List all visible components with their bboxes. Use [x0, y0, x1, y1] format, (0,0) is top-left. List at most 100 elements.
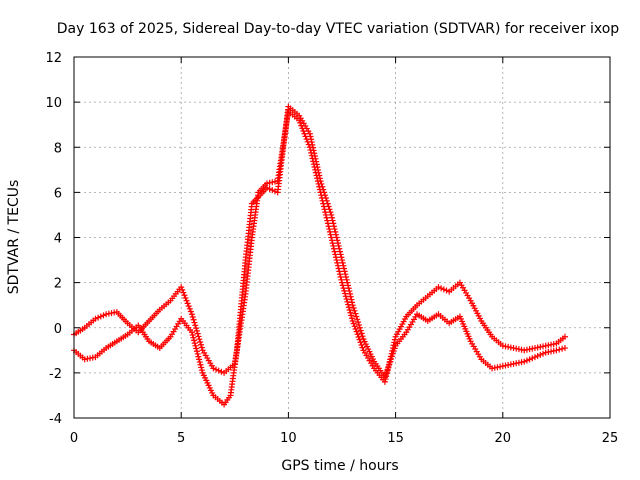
trace-marker [182, 294, 189, 301]
trace-marker [191, 337, 198, 344]
trace-marker [330, 242, 337, 249]
trace-marker [333, 257, 340, 264]
trace-marker [556, 346, 563, 353]
trace-marker [329, 217, 336, 224]
trace-marker [316, 172, 323, 179]
data-point [339, 257, 345, 264]
trace-marker [347, 290, 354, 297]
trace-marker [359, 333, 366, 340]
trace-marker [345, 304, 352, 311]
trace-marker [348, 315, 355, 322]
y-tick-label: 8 [54, 141, 62, 156]
data-point [178, 284, 185, 291]
trace-marker [345, 282, 352, 289]
trace-marker [338, 276, 345, 283]
data-point [306, 130, 313, 137]
trace-marker [308, 139, 315, 146]
trace-marker [343, 273, 350, 280]
data-point [328, 234, 335, 241]
trace-marker [190, 316, 197, 323]
trace-marker [215, 367, 222, 374]
data-point [317, 178, 324, 185]
trace-marker [189, 313, 196, 320]
trace-marker [316, 175, 323, 182]
trace-marker [315, 166, 322, 173]
data-point [381, 374, 388, 381]
trace-marker [95, 314, 102, 321]
trace-marker [355, 319, 362, 326]
trace-marker [183, 297, 190, 304]
grid-lines [74, 57, 610, 418]
trace-marker [346, 288, 353, 295]
trace-marker [526, 356, 533, 363]
trace-marker [193, 348, 200, 355]
y-tick-label: 2 [54, 277, 62, 292]
trace-marker [314, 164, 321, 171]
trace-marker [194, 330, 201, 337]
trace-marker [349, 299, 356, 306]
trace-marker [334, 237, 341, 244]
trace-marker [391, 345, 398, 352]
trace-marker [325, 203, 332, 210]
trace-marker [179, 286, 186, 293]
x-axis-label: GPS time / hours [281, 458, 398, 474]
trace-marker [266, 185, 273, 192]
data-point [339, 279, 345, 286]
trace-marker [321, 189, 328, 196]
trace-marker [337, 251, 344, 258]
trace-marker [383, 369, 390, 376]
trace-marker [326, 206, 333, 213]
trace-marker [193, 345, 200, 352]
trace-marker [301, 130, 308, 137]
trace-marker [326, 228, 333, 235]
trace-marker [185, 303, 192, 310]
trace-marker [180, 289, 187, 296]
trace-marker [197, 341, 204, 348]
trace-marker [197, 361, 204, 368]
trace-marker [540, 350, 546, 357]
trace-marker [192, 322, 199, 329]
data-marks [71, 103, 568, 408]
trace-marker [325, 223, 332, 230]
trace-marker [343, 276, 350, 283]
trace-marker [186, 305, 193, 312]
trace-marker [345, 285, 352, 292]
trace-marker [351, 307, 358, 314]
trace-marker [387, 358, 394, 365]
x-tick-label: 20 [495, 431, 512, 446]
trace-marker [313, 158, 320, 165]
trace-marker [537, 351, 544, 358]
trace-marker [324, 220, 331, 227]
data-point [435, 284, 442, 291]
trace-marker [332, 228, 339, 235]
trace-marker [339, 259, 346, 266]
trace-marker [340, 285, 347, 292]
trace-marker [330, 245, 337, 252]
data-point [561, 345, 568, 352]
trace-marker [386, 361, 393, 368]
trace-marker [322, 211, 329, 218]
trace-marker [358, 330, 365, 337]
trace-marker [440, 286, 447, 293]
trace-marker [311, 150, 318, 157]
trace-marker [338, 254, 345, 261]
trace-marker [347, 293, 354, 300]
trace-marker [352, 325, 359, 332]
trace-marker [355, 321, 362, 328]
trace-marker [330, 220, 337, 227]
data-point [553, 347, 560, 354]
trace-marker [190, 334, 197, 341]
trace-marker [337, 273, 344, 280]
data-point [188, 329, 195, 336]
trace-marker [195, 333, 202, 340]
data-point [349, 317, 356, 324]
trace-marker [322, 209, 329, 216]
trace-marker [348, 296, 355, 303]
trace-marker [335, 265, 342, 272]
data-point [92, 315, 99, 322]
trace-marker [336, 248, 343, 255]
trace-marker [184, 300, 191, 307]
trace-marker [334, 240, 341, 247]
trace-marker [389, 353, 396, 360]
trace-marker [357, 339, 364, 346]
